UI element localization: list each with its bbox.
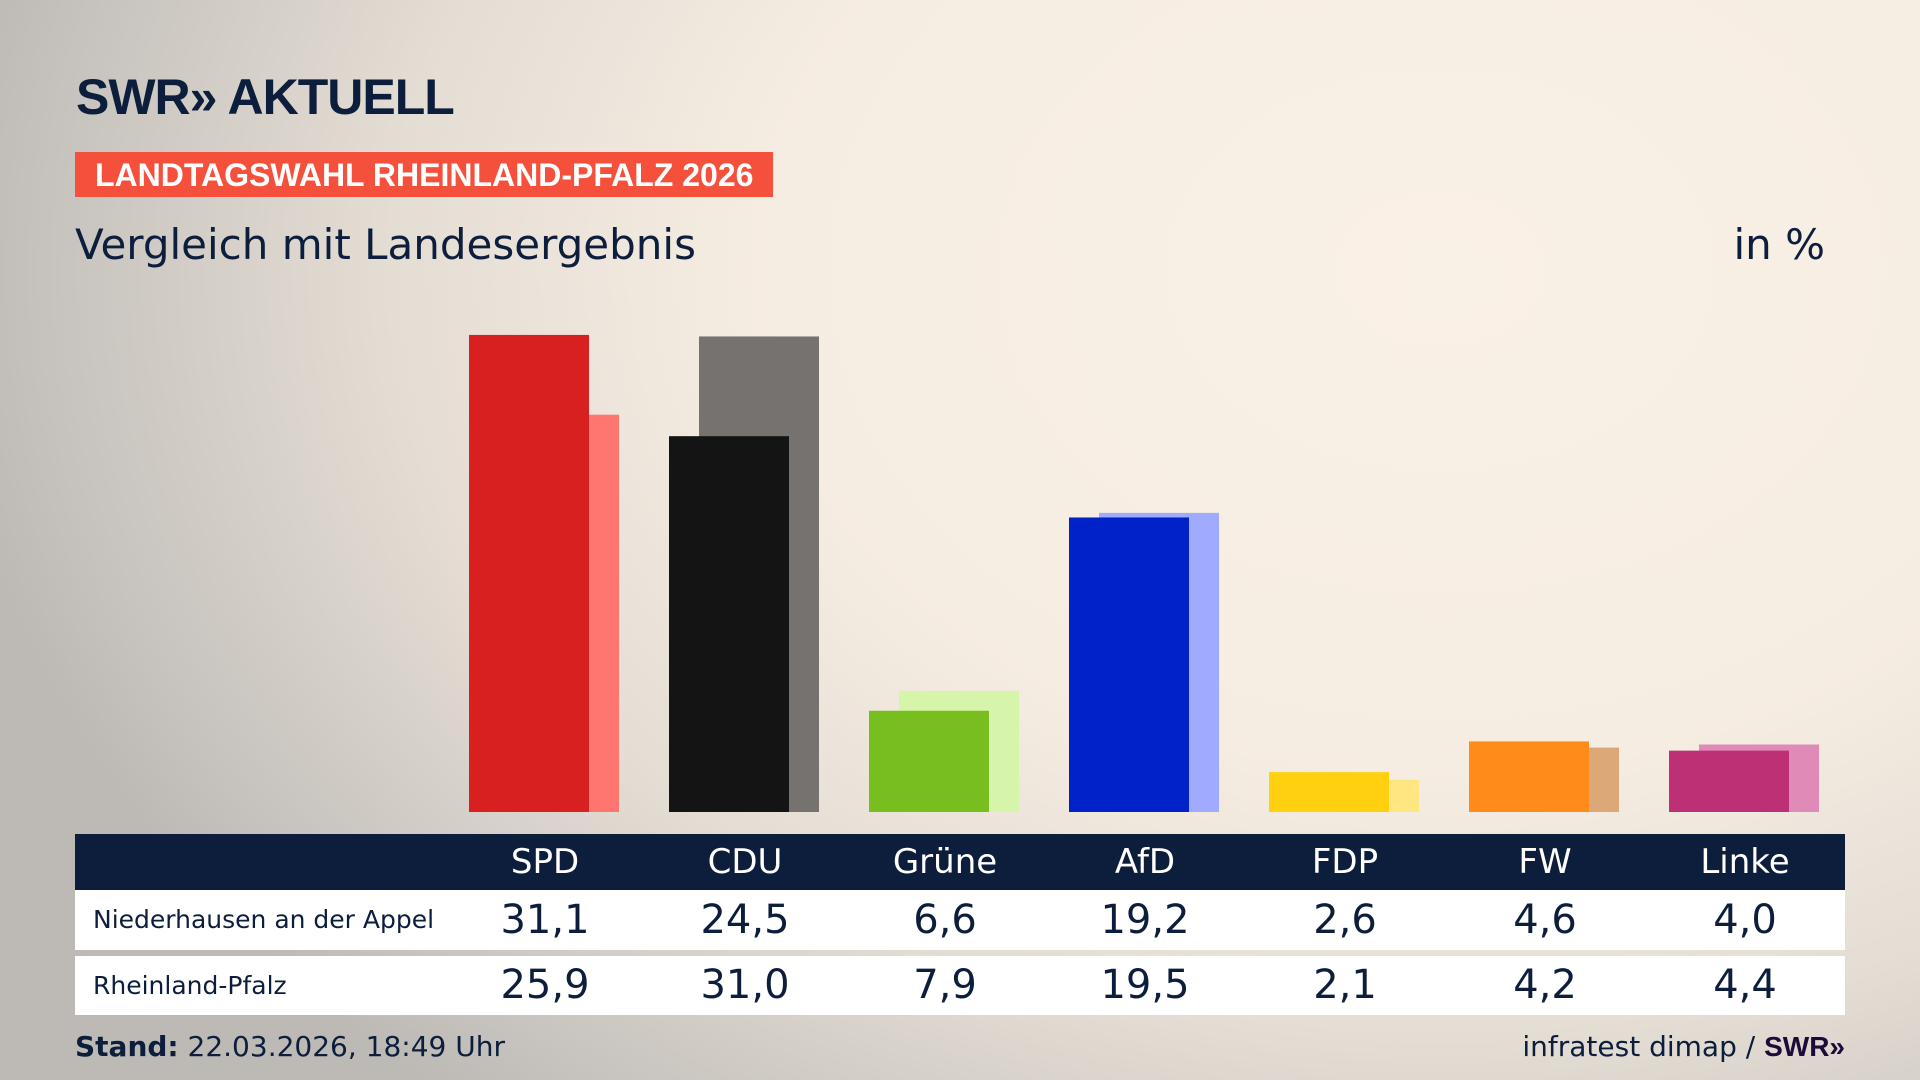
- value-cell: 6,6: [913, 897, 977, 943]
- bar-gemeinde-spd: [469, 334, 589, 812]
- value-cell: 4,0: [1713, 897, 1777, 943]
- value-cell: 7,9: [913, 962, 977, 1008]
- bar-gemeinde-linke: [1669, 750, 1789, 812]
- value-cell: 4,2: [1513, 962, 1577, 1008]
- value-cell: 25,9: [500, 962, 590, 1008]
- source: infratest dimap / SWR»: [1522, 1030, 1845, 1063]
- stand-value: 22.03.2026, 18:49 Uhr: [187, 1030, 505, 1063]
- table-row: Niederhausen an der Appel 31,1 24,5 6,6 …: [75, 890, 1845, 950]
- party-header: AfD: [1114, 842, 1176, 882]
- value-cell: 31,0: [700, 962, 790, 1008]
- row-label: Rheinland-Pfalz: [93, 971, 287, 1000]
- bar-gemeinde-grüne: [869, 710, 989, 812]
- timestamp: Stand: 22.03.2026, 18:49 Uhr: [75, 1030, 505, 1063]
- table-header: SPD CDU Grüne AfD FDP FW Linke: [75, 834, 1845, 890]
- party-header: SPD: [510, 842, 580, 882]
- party-header: FW: [1518, 842, 1572, 882]
- election-label: LANDTAGSWAHL RHEINLAND-PFALZ 2026: [75, 152, 774, 197]
- value-cell: 19,5: [1100, 962, 1190, 1008]
- swr-logo: SWR»: [1764, 1031, 1845, 1062]
- row-label: Niederhausen an der Appel: [93, 905, 435, 934]
- bar-gemeinde-fdp: [1269, 772, 1389, 812]
- value-cell: 19,2: [1100, 897, 1190, 943]
- bar-gemeinde-fw: [1469, 741, 1589, 812]
- table-row: Rheinland-Pfalz 25,9 31,0 7,9 19,5 2,1 4…: [75, 956, 1845, 1015]
- value-cell: 2,6: [1313, 897, 1377, 943]
- bar-gemeinde-afd: [1069, 517, 1189, 812]
- value-cell: 31,1: [500, 897, 590, 943]
- party-header: FDP: [1311, 842, 1379, 882]
- value-cell: 4,4: [1713, 962, 1777, 1008]
- swr-aktuell-logo: SWR» AKTUELL: [76, 69, 455, 125]
- value-cell: 4,6: [1513, 897, 1577, 943]
- value-cell: 24,5: [700, 897, 790, 943]
- chart-title: Vergleich mit Landesergebnis: [75, 220, 696, 269]
- party-header: Grüne: [892, 842, 998, 882]
- unit-label: in %: [1733, 220, 1825, 269]
- value-cell: 2,1: [1313, 962, 1377, 1008]
- bar-chart: [469, 334, 1819, 812]
- party-header: Linke: [1700, 842, 1790, 882]
- party-header: CDU: [707, 842, 783, 882]
- source-text: infratest dimap /: [1522, 1030, 1756, 1063]
- bar-gemeinde-cdu: [669, 436, 789, 812]
- stand-label: Stand:: [75, 1030, 179, 1063]
